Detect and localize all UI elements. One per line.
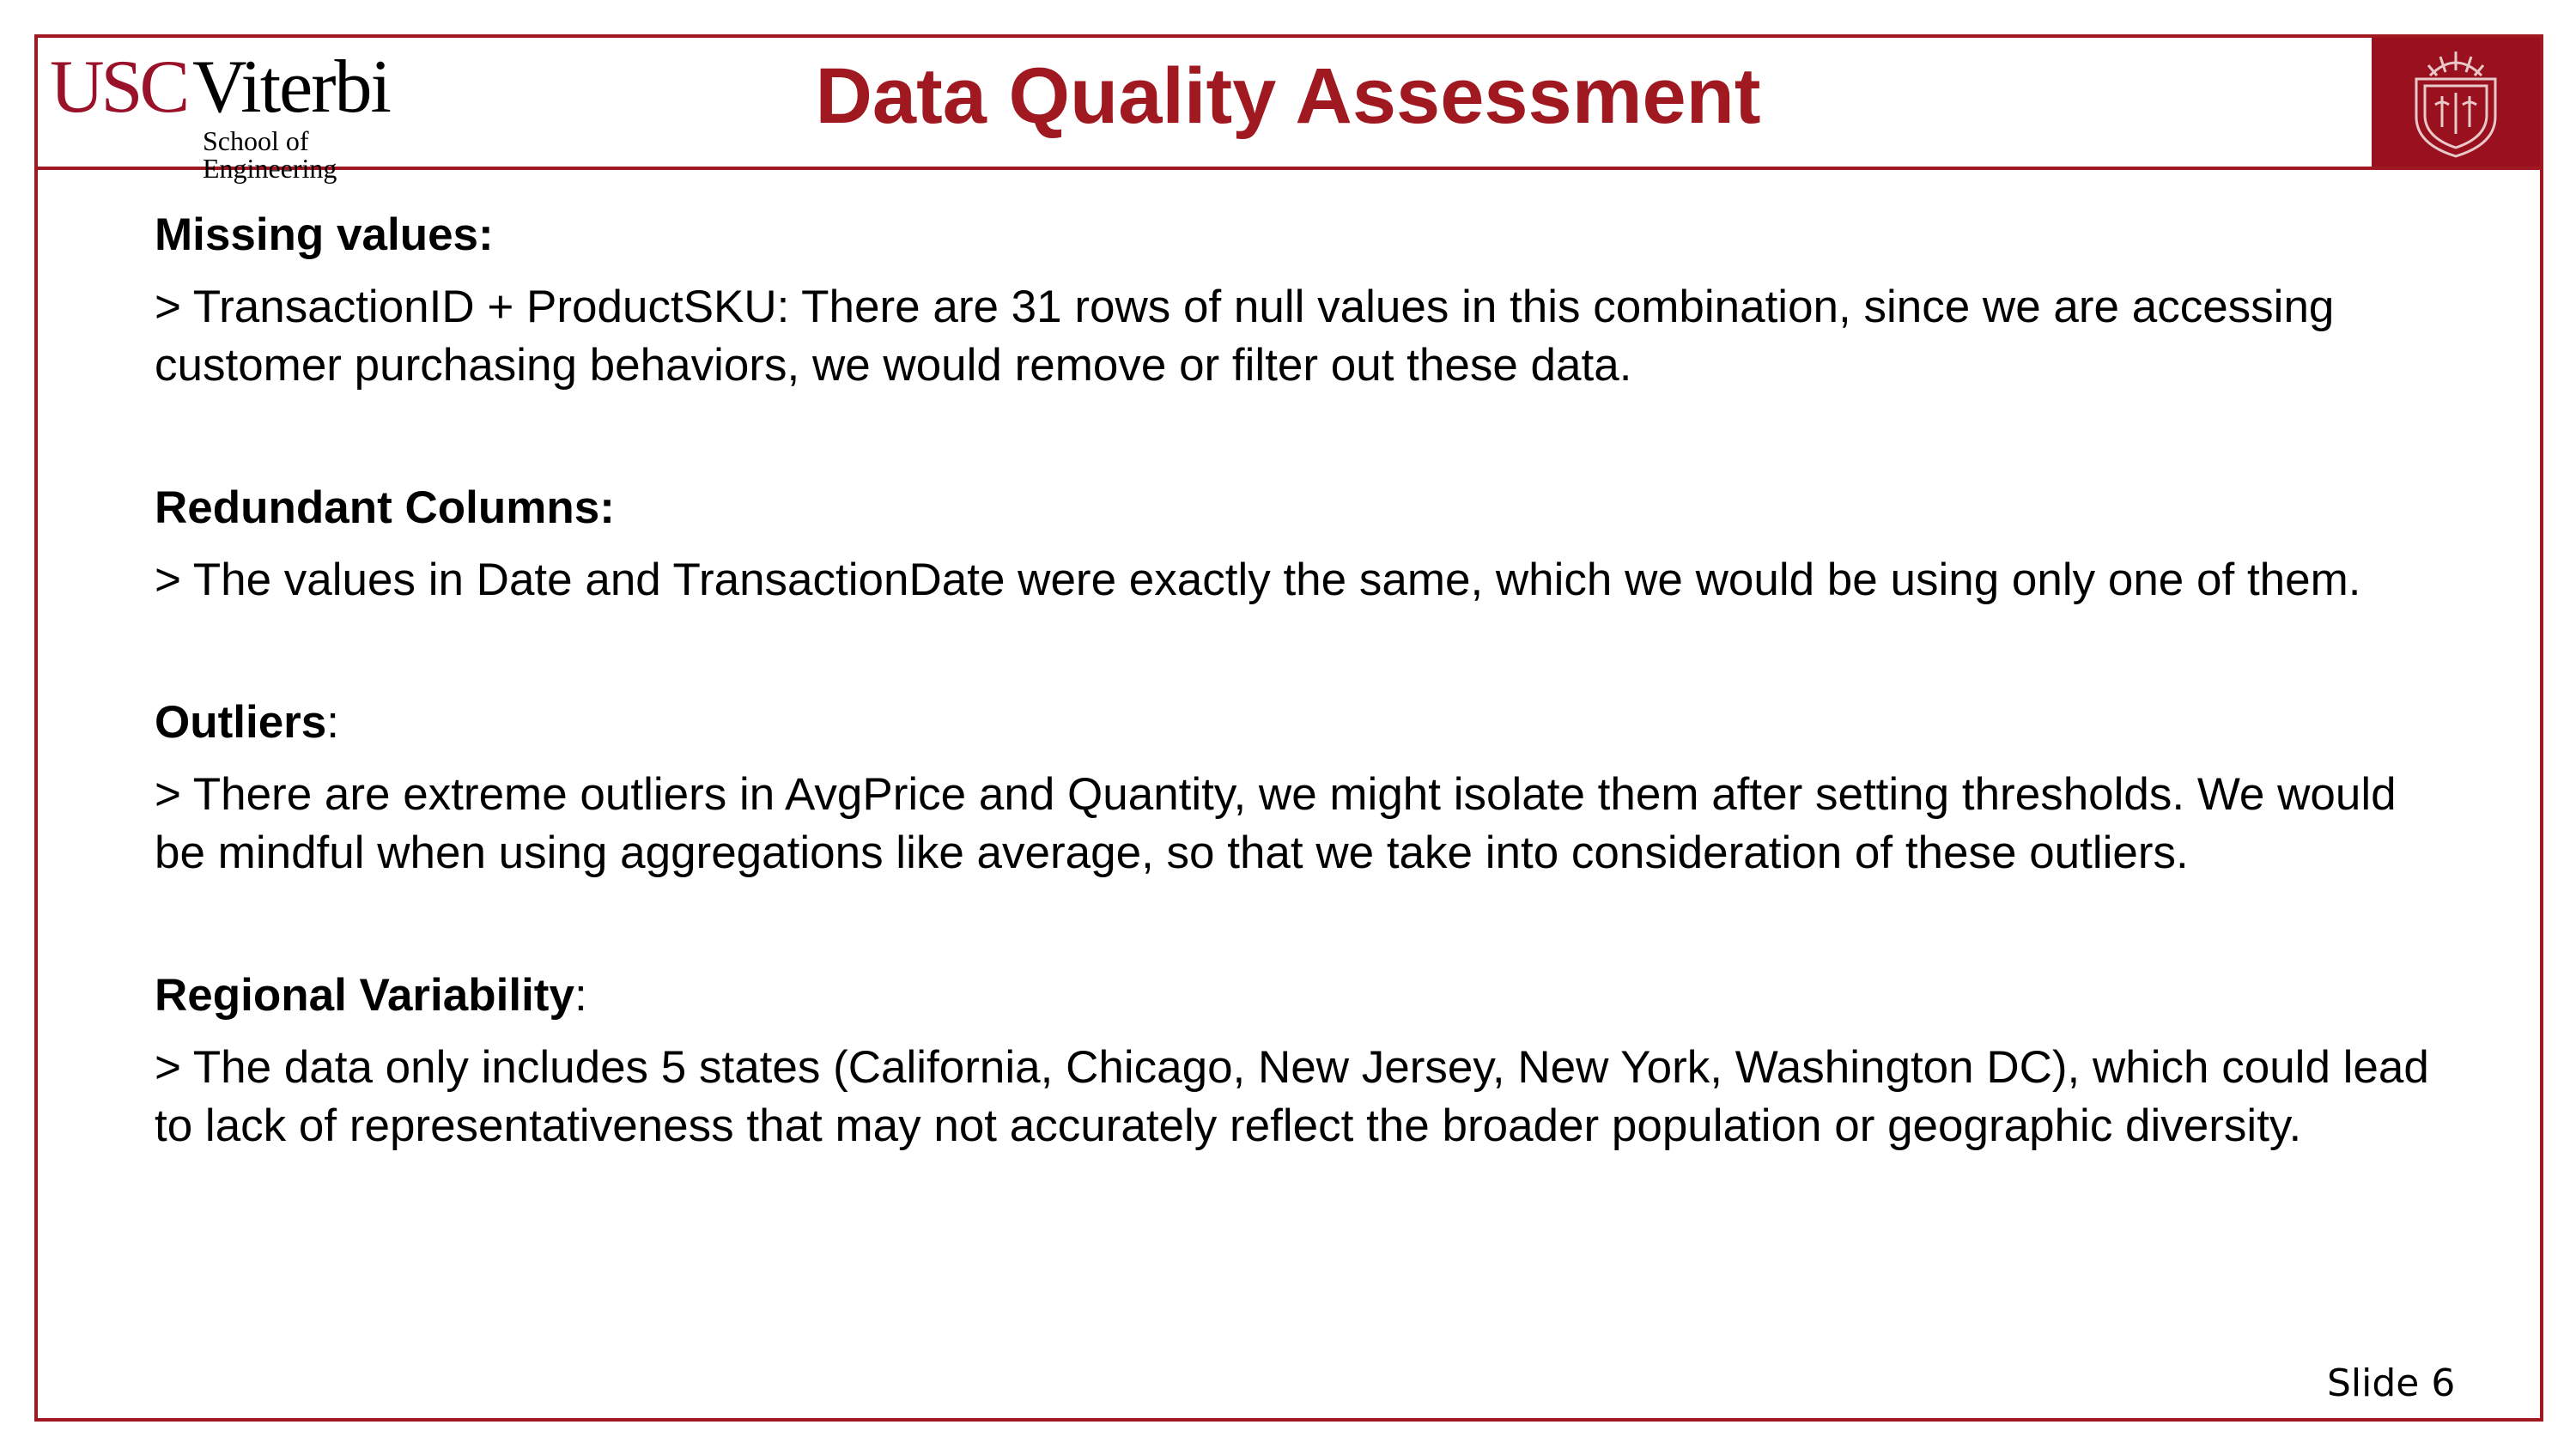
logo-usc-text: USC bbox=[50, 45, 190, 129]
logo-viterbi-text: Viterbi bbox=[192, 45, 392, 129]
section-outliers: Outliers: > There are extreme outliers i… bbox=[155, 694, 2430, 882]
slide-frame bbox=[34, 34, 2543, 1422]
section-heading-suffix: : bbox=[326, 697, 340, 748]
section-redundant-columns: Redundant Columns: > The values in Date … bbox=[155, 479, 2430, 609]
section-heading: Missing values: bbox=[155, 209, 494, 260]
slide-title: Data Quality Assessment bbox=[815, 52, 1761, 140]
section-body: > The values in Date and TransactionDate… bbox=[155, 555, 2361, 605]
logo-school-text: School of Engineering bbox=[203, 125, 337, 184]
section-body: > There are extreme outliers in AvgPrice… bbox=[155, 769, 2397, 878]
seal-box bbox=[2372, 38, 2540, 167]
section-body: > TransactionID + ProductSKU: There are … bbox=[155, 282, 2335, 391]
slide-number: Slide 6 bbox=[2327, 1361, 2456, 1405]
section-heading: Outliers bbox=[155, 697, 327, 748]
section-heading-suffix: : bbox=[574, 970, 587, 1021]
section-heading: Regional Variability bbox=[155, 970, 574, 1021]
usc-seal-icon bbox=[2415, 52, 2497, 158]
usc-viterbi-logo: USC Viterbi School of Engineering bbox=[50, 45, 445, 183]
section-regional-variability: Regional Variability: > The data only in… bbox=[155, 967, 2430, 1155]
slide-content: Missing values: > TransactionID + Produc… bbox=[155, 206, 2430, 1240]
section-body: > The data only includes 5 states (Calif… bbox=[155, 1042, 2429, 1151]
section-heading: Redundant Columns: bbox=[155, 482, 615, 533]
section-missing-values: Missing values: > TransactionID + Produc… bbox=[155, 206, 2430, 395]
slide-header bbox=[34, 34, 2543, 170]
